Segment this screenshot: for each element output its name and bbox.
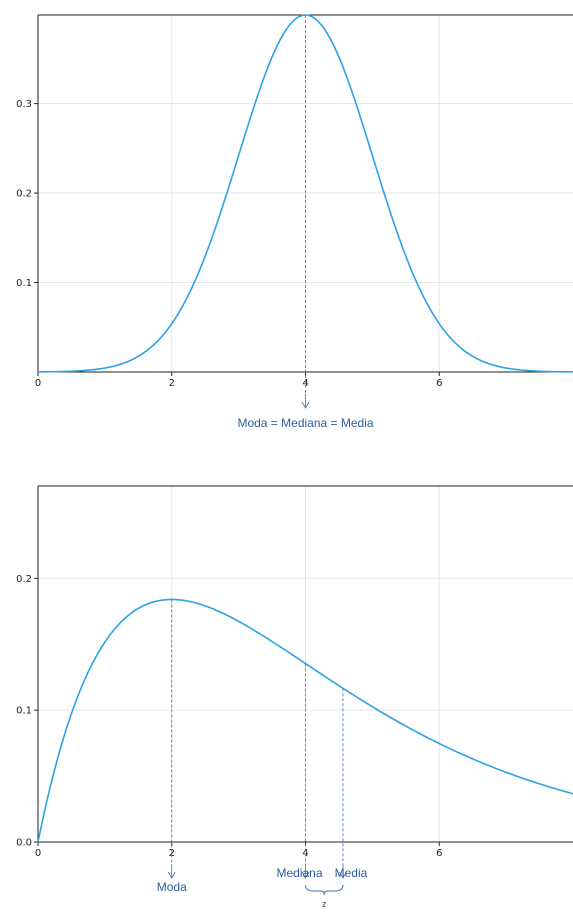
y-tick-label-1: 0.1 [16,706,32,717]
x-tick-label-0: 0 [35,848,41,859]
x-tick-label-3: 6 [436,378,442,389]
x-tick-label-1: 2 [169,848,175,859]
x-tick-label-1: 2 [169,378,175,389]
skewed-distribution-chart: 0 2 4 6 0.0 0.1 0.2 Moda Mediana Media z [16,485,573,909]
y-tick-label-1: 0.2 [16,189,32,200]
annotation-label-mediana: Mediana [276,866,322,880]
density-curve [37,14,573,373]
x-tick-label-3: 6 [436,848,442,859]
arrow-head-media [339,871,347,879]
annotation-label-media: Media [335,866,368,880]
arrow-head-moda [167,871,176,879]
y-tick-label-0: 0.0 [16,838,32,849]
annotation-label-center: Moda = Mediana = Media [237,416,373,430]
annotation-label-moda: Moda [157,880,187,894]
arrow-head-mediana [301,871,310,879]
x-tick-label-2: 4 [302,378,308,389]
brace-mediana-media [305,884,344,896]
y-tick-label-2: 0.2 [16,574,32,585]
y-tick-label-0: 0.1 [16,278,32,289]
y-tick-label-2: 0.3 [16,99,32,110]
x-tick-label-0: 0 [35,378,41,389]
arrow-head-center [301,401,310,409]
x-tick-label-2: 4 [302,848,308,859]
brace-label: z [322,899,327,909]
normal-distribution-chart: 0 2 4 6 0.1 0.2 0.3 Moda = Mediana = Media [16,14,573,430]
